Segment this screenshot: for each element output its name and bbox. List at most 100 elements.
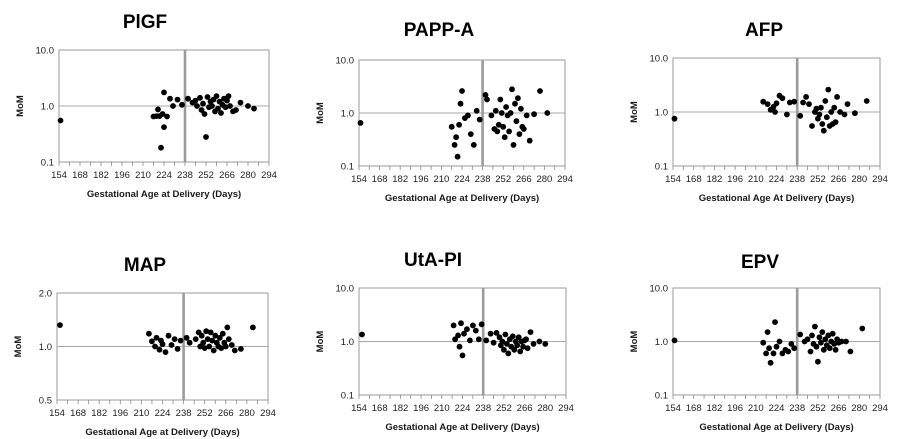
data-point (807, 348, 814, 355)
data-point (819, 329, 826, 335)
data-point (167, 95, 173, 102)
x-tick-label: 294 (872, 174, 888, 185)
data-point (456, 343, 463, 350)
x-tick-label: 196 (413, 174, 429, 185)
data-point (825, 332, 832, 339)
x-tick-label: 210 (748, 174, 764, 185)
chart-panel-2: PAPP-A 0.1 1.0 10.0 154 168 182 196 210 224 238 252… (315, 20, 573, 204)
data-point (159, 341, 166, 348)
data-point (475, 336, 482, 343)
data-point (464, 326, 470, 333)
data-point (515, 334, 522, 341)
data-point (831, 104, 838, 111)
data-point (224, 324, 231, 331)
data-point (146, 330, 152, 337)
data-point (499, 338, 506, 345)
x-tick-label: 196 (112, 408, 128, 419)
data-point (174, 346, 181, 352)
data-point (820, 346, 827, 353)
data-point (514, 342, 521, 349)
data-point (470, 322, 476, 329)
data-point (177, 337, 184, 344)
data-point (517, 348, 524, 355)
data-point (165, 332, 172, 339)
chart-title: UtA-PI (404, 250, 462, 271)
data-point (210, 347, 217, 354)
chart-title: MAP (124, 255, 167, 276)
data-point (497, 96, 504, 103)
x-tick-label: 252 (495, 174, 511, 185)
data-point (461, 330, 467, 337)
x-tick-label: 168 (70, 408, 86, 419)
x-tick-label: 280 (851, 403, 867, 414)
data-point (209, 103, 215, 109)
data-point (823, 114, 830, 121)
data-point (453, 134, 459, 141)
x-tick-label: 238 (475, 174, 491, 185)
data-point (770, 350, 777, 357)
data-point (245, 103, 251, 109)
x-tick-label: 266 (831, 174, 847, 185)
data-point (847, 348, 854, 355)
data-point (812, 323, 818, 330)
data-point (483, 337, 490, 344)
data-point (788, 341, 795, 347)
data-point (764, 101, 771, 107)
x-axis-label: Gestational Age at Delivery (Days) (699, 422, 853, 433)
data-point (174, 96, 181, 103)
data-point (203, 134, 209, 140)
y-tick-label: 1.0 (41, 102, 54, 113)
data-point (831, 341, 838, 347)
data-point (501, 346, 507, 353)
x-axis-label: Gestational Age at Delivery (Days) (85, 427, 239, 438)
data-point (523, 112, 530, 119)
data-point (162, 349, 169, 355)
data-point (209, 337, 216, 344)
x-tick-label: 168 (372, 174, 388, 185)
data-point (192, 97, 199, 104)
data-point (168, 342, 175, 348)
data-point (506, 128, 512, 135)
data-point (207, 329, 214, 336)
data-point (671, 337, 678, 344)
x-tick-label: 252 (197, 408, 213, 419)
data-point (171, 336, 178, 342)
data-point (222, 104, 229, 111)
data-point (501, 134, 508, 141)
data-point (760, 98, 767, 105)
data-point (500, 123, 507, 130)
data-point (760, 339, 767, 346)
x-tick-label: 210 (135, 170, 151, 181)
y-axis-label: MoM (315, 331, 326, 353)
data-point (203, 328, 210, 335)
x-tick-label: 224 (454, 174, 470, 185)
x-tick-label: 224 (155, 408, 171, 419)
y-tick-label: 1.0 (341, 109, 354, 120)
data-point (832, 119, 839, 125)
data-point (492, 107, 499, 114)
data-point (843, 338, 849, 345)
data-point (834, 94, 840, 100)
data-point (183, 334, 190, 341)
data-point (227, 103, 233, 109)
x-tick-label: 210 (748, 403, 764, 414)
data-point (156, 346, 163, 353)
data-point (473, 107, 480, 114)
x-tick-label: 266 (517, 403, 533, 414)
x-tick-label: 168 (372, 403, 388, 414)
data-point (828, 109, 835, 115)
data-point (218, 110, 224, 116)
x-tick-label: 294 (872, 403, 888, 414)
x-tick-label: 280 (851, 174, 867, 185)
x-tick-label: 168 (72, 170, 88, 181)
x-tick-label: 280 (239, 408, 255, 419)
data-point (516, 131, 523, 138)
data-point (776, 338, 783, 345)
y-tick-label: 2.0 (39, 289, 52, 300)
data-point (671, 115, 678, 122)
y-tick-label: 1.0 (341, 337, 354, 348)
x-tick-label: 224 (156, 170, 172, 181)
data-point (179, 101, 185, 108)
y-tick-label: 10.0 (650, 54, 669, 65)
y-tick-label: 0.1 (41, 158, 54, 169)
